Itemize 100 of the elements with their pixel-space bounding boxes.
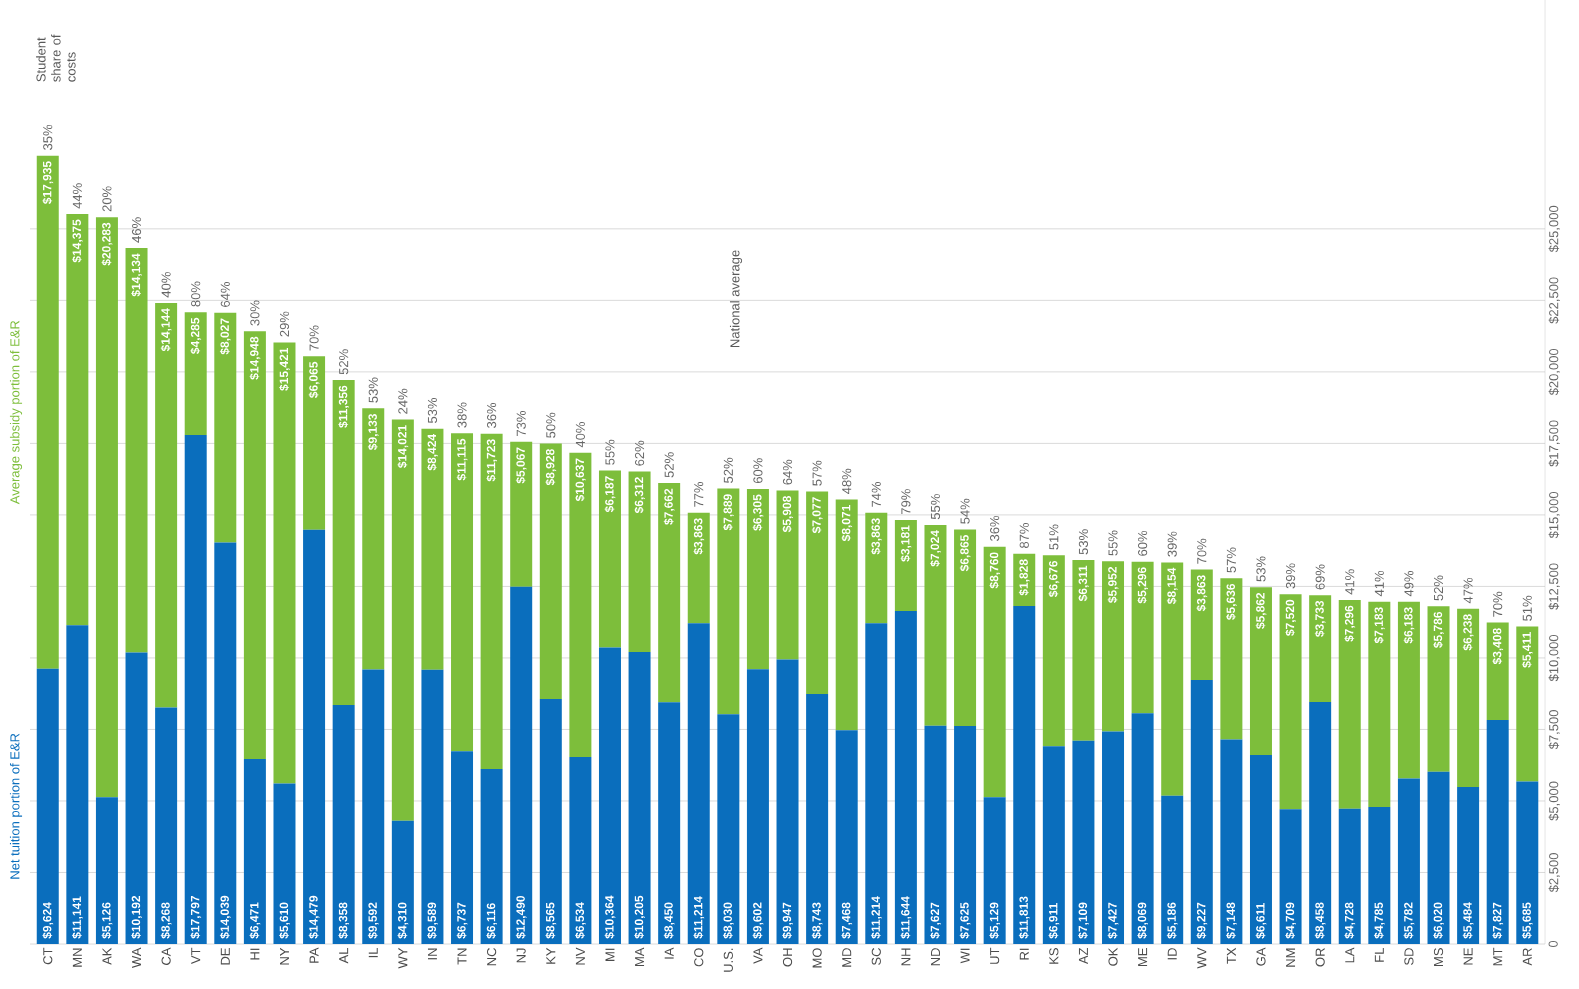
data-label: $20,283	[101, 222, 113, 266]
x-tick-label: AR	[1522, 948, 1532, 966]
data-label: $5,636	[1226, 583, 1237, 621]
bar	[776, 490, 799, 660]
annotation: 39%	[1167, 531, 1177, 557]
bar	[835, 730, 858, 944]
bar	[451, 433, 474, 752]
bar	[303, 356, 326, 530]
data-label: $4,310	[397, 902, 409, 939]
annotation: 44%	[72, 183, 82, 209]
x-tick-label: VT	[191, 947, 201, 965]
x-tick-label: NE	[1463, 948, 1473, 965]
bar	[1368, 807, 1391, 944]
x-tick-label: PA	[309, 947, 319, 963]
bar	[806, 693, 829, 944]
data-label: $14,021	[397, 425, 409, 469]
x-tick-label: FL	[1374, 947, 1384, 962]
data-label: $7,183	[1373, 607, 1385, 644]
annotation: 51%	[1522, 595, 1532, 621]
x-tick-label: WV	[1197, 947, 1207, 969]
y-tick-label: $12,500	[1548, 563, 1560, 610]
x-tick-label: OH	[782, 948, 793, 967]
bar	[658, 483, 681, 703]
data-label: $7,077	[811, 497, 823, 534]
y-tick-label: $20,000	[1548, 348, 1560, 396]
data-label: $3,863	[1196, 575, 1208, 612]
x-tick-label: NJ	[516, 948, 526, 963]
data-label: $9,589	[427, 902, 438, 939]
data-label: $8,928	[545, 449, 557, 486]
annotation: 54%	[960, 498, 970, 524]
data-label: $8,760	[989, 552, 1001, 589]
bar	[1220, 739, 1243, 944]
bar	[569, 452, 592, 758]
data-label: $6,865	[959, 535, 971, 572]
y-tick-label: $15,000	[1548, 491, 1560, 539]
bar	[391, 820, 414, 944]
annotation: 57%	[812, 460, 822, 486]
bar	[510, 441, 533, 587]
annotation: 47%	[1463, 577, 1473, 604]
x-tick-label: MT	[1493, 947, 1503, 966]
bar	[1102, 561, 1125, 732]
annotation: 55%	[1108, 530, 1118, 556]
data-label: $9,947	[782, 902, 793, 939]
data-label: $5,129	[989, 902, 1001, 939]
annotation: 79%	[901, 489, 911, 515]
bar	[1249, 587, 1272, 755]
x-tick-label: IN	[427, 948, 437, 960]
data-label: $8,458	[1314, 902, 1326, 939]
data-label: $10,364	[604, 895, 616, 939]
annotation: 77%	[694, 481, 704, 507]
x-tick-label: MD	[842, 948, 852, 967]
data-label: $6,065	[308, 361, 320, 399]
bar	[1042, 746, 1065, 944]
data-label: $14,948	[249, 336, 261, 380]
data-label: $7,627	[930, 902, 941, 939]
bar	[1368, 601, 1391, 808]
bar	[1338, 808, 1361, 944]
bar	[1102, 731, 1125, 944]
data-label: $11,356	[338, 385, 350, 428]
bar	[1072, 740, 1095, 944]
data-label: $17,935	[42, 161, 54, 205]
data-label: $11,214	[693, 896, 705, 939]
data-label: $6,911	[1048, 903, 1060, 939]
annotation: 74%	[871, 481, 881, 507]
data-label: $8,743	[811, 902, 823, 939]
bar	[362, 408, 385, 670]
bar	[1042, 555, 1065, 747]
bar	[983, 797, 1006, 944]
bar	[125, 652, 148, 944]
data-label: $14,479	[308, 895, 320, 939]
x-tick-label: OR	[1315, 948, 1325, 967]
x-tick-label: UT	[990, 947, 1000, 964]
data-label: $7,427	[1107, 902, 1119, 939]
x-tick-label: ND	[931, 948, 940, 966]
bar	[362, 669, 385, 944]
bar	[954, 529, 977, 726]
data-label: $5,186	[1166, 902, 1178, 939]
bar	[598, 647, 621, 944]
annotation: National average	[729, 250, 743, 348]
data-label: $8,358	[338, 902, 350, 939]
annotation: 80%	[191, 281, 201, 307]
bar	[1161, 562, 1184, 796]
bar	[303, 529, 326, 944]
bar	[924, 524, 947, 726]
data-label: $5,908	[782, 496, 793, 533]
bar	[243, 758, 266, 944]
annotation: 52%	[664, 452, 674, 478]
bar	[983, 546, 1006, 798]
annotation: 53%	[427, 397, 438, 423]
bar	[391, 419, 414, 821]
data-label: $17,797	[190, 895, 202, 939]
x-tick-label: MO	[812, 948, 822, 968]
data-label: $7,625	[959, 902, 971, 939]
bar	[1457, 787, 1480, 944]
text: Average subsidy portion of E&R	[9, 320, 23, 505]
bar	[1309, 702, 1332, 944]
bar	[1397, 778, 1420, 944]
data-label: $9,602	[752, 902, 764, 939]
data-label: $6,471	[249, 902, 261, 939]
x-tick-label: NY	[280, 947, 289, 965]
